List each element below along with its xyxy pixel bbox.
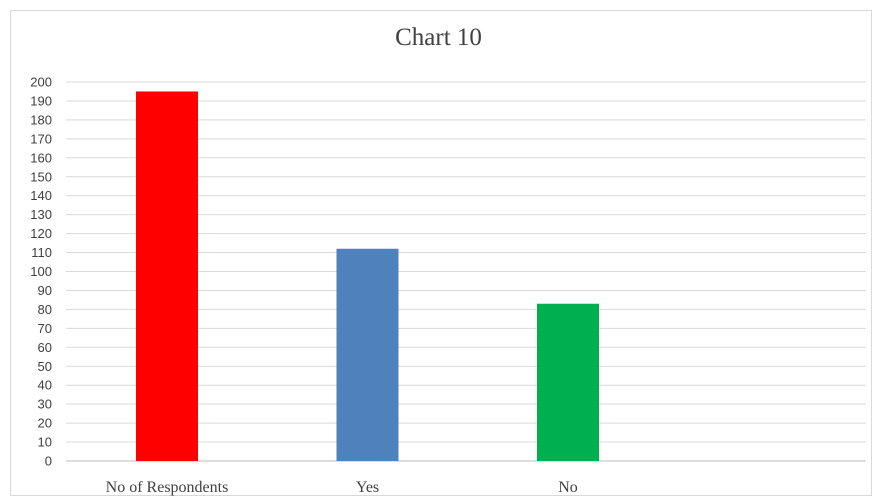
y-tick-label: 90 xyxy=(38,283,52,298)
y-tick-label: 50 xyxy=(38,359,52,374)
y-tick-label: 180 xyxy=(30,112,52,127)
y-tick-label: 30 xyxy=(38,397,52,412)
y-tick-label: 100 xyxy=(30,264,52,279)
y-tick-label: 150 xyxy=(30,169,52,184)
y-tick-label: 200 xyxy=(30,75,52,90)
bar-yes xyxy=(336,248,399,461)
y-tick-label: 0 xyxy=(45,454,52,469)
y-tick-label: 20 xyxy=(38,416,52,431)
y-tick-label: 110 xyxy=(31,245,52,260)
x-category-label: Yes xyxy=(356,479,379,496)
y-tick-label: 130 xyxy=(30,207,52,222)
y-tick-label: 60 xyxy=(38,340,52,355)
gridlines xyxy=(66,81,866,462)
y-tick-label: 170 xyxy=(30,131,52,146)
bar-no xyxy=(537,303,599,461)
y-tick-label: 160 xyxy=(30,150,52,165)
y-tick-label: 80 xyxy=(38,302,52,317)
y-tick-label: 140 xyxy=(30,188,52,203)
y-tick-label: 120 xyxy=(30,226,52,241)
x-category-label: No of Respondents xyxy=(106,479,229,496)
chart-title: Chart 10 xyxy=(395,24,482,51)
x-axis-labels: No of Respondents Yes No xyxy=(106,479,578,496)
y-axis-ticks: 0 10 20 30 40 50 60 70 80 90 100 110 120 130 140 150 160… xyxy=(30,75,52,469)
bar-no-of-respondents xyxy=(136,91,198,461)
x-category-label: No xyxy=(558,479,578,496)
y-tick-label: 40 xyxy=(38,378,52,393)
y-tick-label: 190 xyxy=(30,93,52,108)
y-tick-label: 10 xyxy=(38,435,52,450)
bars xyxy=(136,91,599,461)
y-tick-label: 70 xyxy=(38,321,52,336)
